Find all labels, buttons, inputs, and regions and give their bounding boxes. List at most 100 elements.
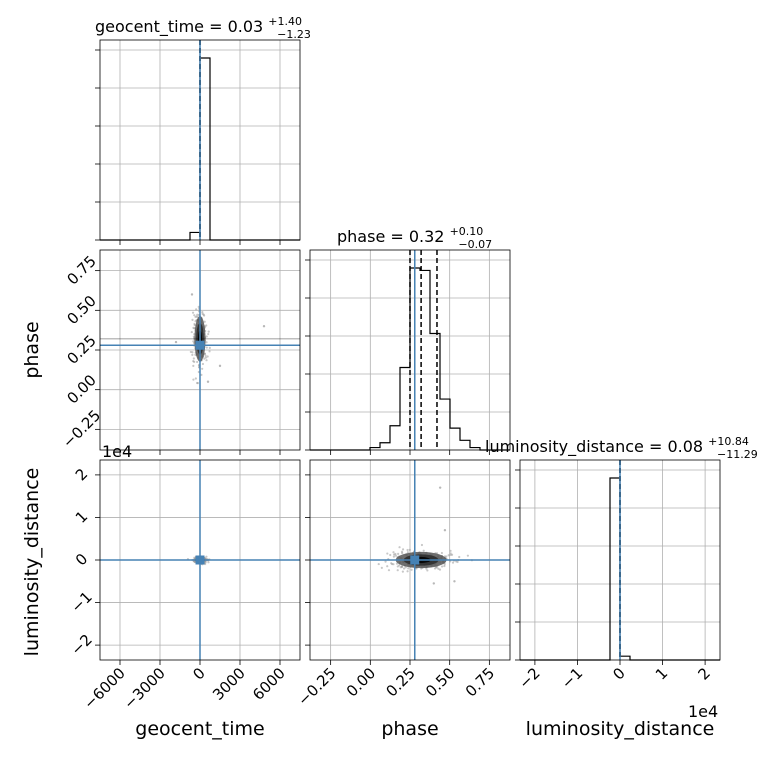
scatter-point xyxy=(406,570,409,573)
title-geocent-time: geocent_time = 0.03 +1.40 −1.23 xyxy=(95,10,311,41)
scatter-point xyxy=(466,554,469,557)
scatter-point xyxy=(203,314,206,317)
tick-label-x: 6000 xyxy=(249,664,289,704)
tick-label-x: −2 xyxy=(515,664,543,692)
scatter-outlier xyxy=(443,529,447,532)
scatter-point xyxy=(196,360,199,364)
tick-label-y: 1 xyxy=(72,507,91,526)
offset-label-y: 1e4 xyxy=(102,442,132,461)
scatter-outlier xyxy=(218,364,222,368)
scatter-point xyxy=(195,381,199,385)
tick-label-x: 1 xyxy=(652,664,671,683)
scatter-point xyxy=(458,555,461,559)
scatter-point xyxy=(393,553,396,556)
scatter-point xyxy=(201,311,204,314)
scatter-point xyxy=(449,549,452,552)
scatter-point xyxy=(390,562,393,565)
scatter-point xyxy=(205,359,208,362)
scatter-point xyxy=(396,569,399,572)
scatter-point xyxy=(407,567,410,570)
scatter-point xyxy=(386,552,389,555)
scatter-point xyxy=(410,568,413,571)
ylabel-luminosity-distance: luminosity_distance xyxy=(21,468,43,657)
panel-phase_vs_geocent_time xyxy=(100,250,300,450)
scatter-point xyxy=(205,335,208,338)
scatter-point xyxy=(389,553,392,557)
scatter-point xyxy=(190,330,193,334)
text-layer: geocent_time = 0.03 +1.40 −1.23 phase = … xyxy=(21,10,758,740)
scatter-point xyxy=(398,564,401,567)
scatter-point xyxy=(380,566,383,569)
scatter-point xyxy=(205,346,208,349)
ylabel-phase: phase xyxy=(21,321,43,378)
tick-label-x: 0.50 xyxy=(422,664,458,700)
scatter-point xyxy=(192,357,195,360)
scatter-point xyxy=(201,362,205,366)
scatter-point xyxy=(386,565,389,568)
scatter-point xyxy=(192,364,195,367)
scatter-point xyxy=(451,561,455,564)
scatter-point xyxy=(207,330,210,333)
scatter-point xyxy=(193,322,196,326)
tick-label-x: 0.75 xyxy=(462,664,498,700)
scatter-point xyxy=(450,553,454,556)
scatter-outlier xyxy=(432,582,436,585)
scatter-point xyxy=(395,562,399,565)
scatter-point xyxy=(392,555,396,558)
scatter-point xyxy=(191,318,194,321)
scatter-point xyxy=(207,332,210,336)
scatter-point xyxy=(406,548,409,552)
frames-layer xyxy=(95,39,721,665)
title-phase: phase = 0.32 +0.10 −0.07 xyxy=(337,220,492,251)
scatter-outlier xyxy=(438,486,442,489)
panel-luminosity_distance_vs_phase xyxy=(310,460,510,660)
tick-label-x: −1 xyxy=(558,664,586,692)
scatter-point xyxy=(401,548,405,551)
scatter-point xyxy=(425,567,428,570)
xlabel-luminosity-distance: luminosity_distance xyxy=(526,718,715,740)
truth-marker xyxy=(195,340,205,350)
scatter-point xyxy=(401,565,404,568)
tick-label-x: 0 xyxy=(189,664,208,683)
scatter-point xyxy=(408,548,411,551)
scatter-point xyxy=(397,552,400,555)
scatter-point xyxy=(203,320,206,323)
scatter-point xyxy=(449,552,452,555)
tick-label-x: −3000 xyxy=(120,664,169,713)
scatter-point xyxy=(440,565,444,568)
title-luminosity-distance: luminosity_distance = 0.08 +10.84 −11.29 xyxy=(485,430,758,461)
scatter-point xyxy=(207,561,210,564)
tick-label-y: 0.75 xyxy=(63,252,99,288)
scatter-point xyxy=(205,324,208,327)
scatter-point xyxy=(208,350,211,353)
scatter-outlier xyxy=(453,580,456,583)
scatter-outlier xyxy=(262,324,266,328)
scatter-point xyxy=(205,555,208,558)
tick-label-x: 0 xyxy=(609,664,628,683)
truth-marker xyxy=(410,555,420,565)
tick-label-x: −0.25 xyxy=(294,664,339,709)
scatter-point xyxy=(203,357,206,360)
tick-label-y: 0 xyxy=(72,550,91,569)
scatter-point xyxy=(392,551,395,554)
offset-label-x: 1e4 xyxy=(688,702,718,721)
scatter-point xyxy=(191,353,194,356)
tick-label-y: 0.00 xyxy=(63,371,99,407)
scatter-point xyxy=(195,308,198,311)
tick-label-y: 0.25 xyxy=(63,331,99,367)
scatter-point xyxy=(384,560,387,563)
scatter-point xyxy=(420,543,424,547)
truth-marker xyxy=(195,555,205,565)
scatter-point xyxy=(193,314,196,317)
scatter-point xyxy=(400,550,404,553)
scatter-point xyxy=(200,373,203,376)
tick-label-x: 0.00 xyxy=(343,664,379,700)
scatter-outlier xyxy=(206,380,210,383)
scatter-point xyxy=(193,360,196,364)
scatter-point xyxy=(205,341,208,344)
scatter-point xyxy=(192,378,195,381)
tick-label-x: 3000 xyxy=(209,664,249,704)
scatter-point xyxy=(438,568,442,571)
scatter-point xyxy=(204,356,208,359)
